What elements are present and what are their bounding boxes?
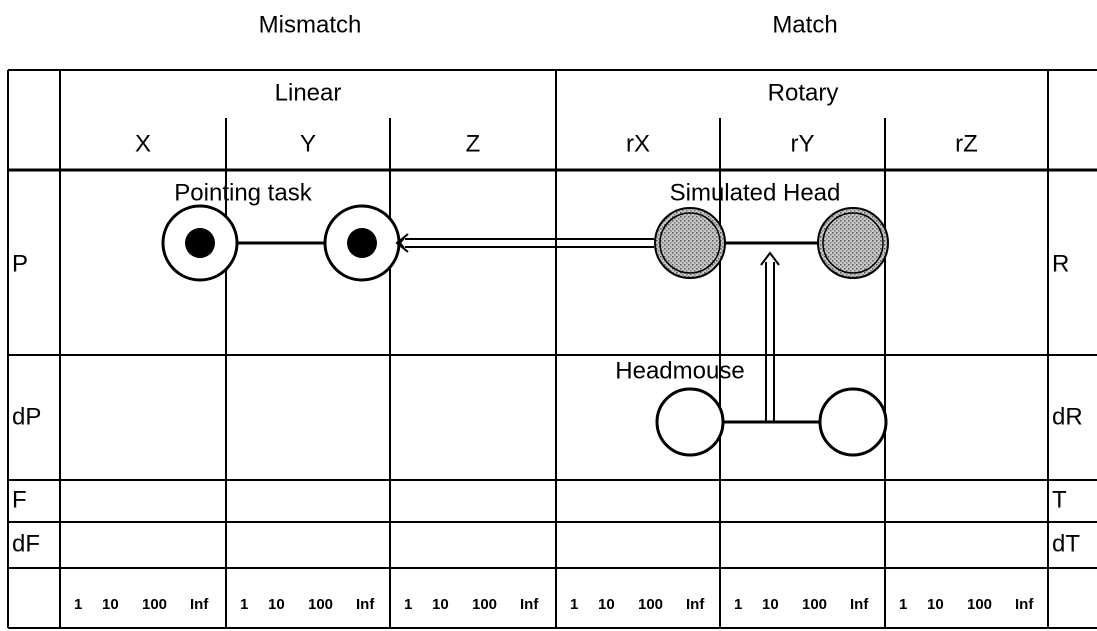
mismatch-label: Mismatch: [259, 11, 362, 38]
device-label: Simulated Head: [670, 179, 841, 206]
scale-label: 1: [240, 596, 248, 613]
row-label: dF: [12, 530, 40, 557]
column-label: rX: [626, 130, 650, 157]
column-label: Y: [300, 130, 316, 157]
scale-label: 1: [570, 596, 578, 613]
scale-label: 1: [404, 596, 412, 613]
scale-label: Inf: [686, 596, 705, 613]
scale-label: 10: [598, 596, 615, 613]
grid: [7, 69, 1097, 629]
mapping-arrow: [395, 233, 654, 253]
mapping-arrow: [760, 251, 780, 422]
scale-label: Inf: [850, 596, 869, 613]
scale-label: 10: [432, 596, 449, 613]
scale-label: 1: [734, 596, 742, 613]
device-node: [655, 387, 888, 457]
device-label: Pointing task: [174, 179, 312, 206]
row-label: R: [1052, 250, 1069, 277]
scale-label: 10: [762, 596, 779, 613]
scale-label: 1: [74, 596, 82, 613]
group-label: Rotary: [768, 79, 839, 106]
scale-label: 100: [802, 596, 827, 613]
scale-label: Inf: [356, 596, 375, 613]
scale-label: 100: [472, 596, 497, 613]
column-label: X: [135, 130, 151, 157]
scale-label: 100: [142, 596, 167, 613]
scale-label: 100: [638, 596, 663, 613]
row-label: dR: [1052, 403, 1083, 430]
column-label: rY: [791, 130, 815, 157]
match-label: Match: [772, 11, 837, 38]
scale-label: Inf: [1015, 596, 1034, 613]
column-label: Z: [466, 130, 481, 157]
scale-label: Inf: [520, 596, 539, 613]
scale-label: 100: [308, 596, 333, 613]
row-label: T: [1052, 486, 1067, 513]
scale-label: 10: [927, 596, 944, 613]
scale-label: 10: [102, 596, 119, 613]
column-label: rZ: [955, 130, 978, 157]
group-label: Linear: [275, 79, 342, 106]
row-label: P: [12, 250, 28, 277]
device-label: Headmouse: [615, 357, 744, 384]
row-label: dT: [1052, 530, 1080, 557]
device-node: [654, 207, 889, 279]
scale-label: 10: [268, 596, 285, 613]
scale-label: 1: [899, 596, 907, 613]
scale-label: 100: [967, 596, 992, 613]
row-label: dP: [12, 403, 41, 430]
row-label: F: [12, 486, 27, 513]
scale-label: Inf: [190, 596, 209, 613]
